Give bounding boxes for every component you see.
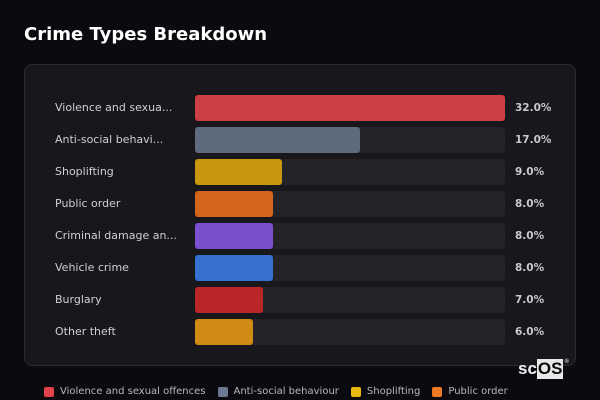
legend-swatch-icon xyxy=(350,386,361,397)
bar-value: 32.0% xyxy=(515,102,552,114)
registered-mark-icon: ® xyxy=(564,359,569,365)
bar-value: 8.0% xyxy=(515,262,545,274)
bar-value: 7.0% xyxy=(515,294,545,306)
bar-value: 8.0% xyxy=(515,230,545,242)
bar-row: Anti-social behavi... 17.0% xyxy=(25,127,575,153)
chart-card: Violence and sexua... 32.0% Anti-social be… xyxy=(24,64,576,366)
bar-label: Shoplifting xyxy=(55,165,114,178)
chart-legend: Violence and sexual offences Anti-social … xyxy=(44,386,520,397)
logo-highlight: OS xyxy=(536,359,564,379)
bar-fill[interactable] xyxy=(195,159,283,185)
bar-label: Vehicle crime xyxy=(55,261,129,274)
legend-label: Shoplifting xyxy=(366,386,421,397)
bar-value: 8.0% xyxy=(515,198,545,210)
legend-label: Anti-social behaviour xyxy=(233,386,339,397)
bar-fill[interactable] xyxy=(195,223,273,249)
bar-track xyxy=(195,255,505,281)
bar-row: Vehicle crime 8.0% xyxy=(25,255,575,281)
bar-track xyxy=(195,223,505,249)
bar-value: 6.0% xyxy=(515,326,545,338)
bar-label: Public order xyxy=(55,197,121,210)
scos-logo: sc OS ® xyxy=(518,359,569,379)
page-title: Crime Types Breakdown xyxy=(24,24,268,45)
bar-fill[interactable] xyxy=(195,191,273,217)
bar-label: Violence and sexua... xyxy=(55,101,173,114)
legend-item[interactable]: Anti-social behaviour xyxy=(217,386,339,397)
legend-swatch-icon xyxy=(432,386,443,397)
legend-item[interactable]: Shoplifting xyxy=(350,386,421,397)
bar-fill[interactable] xyxy=(195,287,263,313)
bar-track xyxy=(195,319,505,345)
legend-item[interactable]: Violence and sexual offences xyxy=(44,386,206,397)
bar-label: Anti-social behavi... xyxy=(55,133,164,146)
bar-value: 9.0% xyxy=(515,166,545,178)
logo-prefix: sc xyxy=(518,359,537,378)
legend-swatch-icon xyxy=(44,386,54,397)
bar-row: Criminal damage an... 8.0% xyxy=(25,223,575,249)
bar-track xyxy=(195,95,505,121)
bar-label: Criminal damage an... xyxy=(55,229,177,242)
bar-row: Shoplifting 9.0% xyxy=(25,159,575,185)
legend-label: Violence and sexual offences xyxy=(60,386,206,397)
bar-fill[interactable] xyxy=(195,95,505,121)
bar-fill[interactable] xyxy=(195,255,273,281)
legend-label: Public order xyxy=(448,386,508,397)
bar-track xyxy=(195,287,505,313)
bar-value: 17.0% xyxy=(515,134,552,146)
bar-track xyxy=(195,191,505,217)
bar-fill[interactable] xyxy=(195,127,360,153)
bar-label: Burglary xyxy=(55,293,102,306)
bar-row: Public order 8.0% xyxy=(25,191,575,217)
bar-label: Other theft xyxy=(55,325,116,338)
bar-row: Violence and sexua... 32.0% xyxy=(25,95,575,121)
bar-row: Burglary 7.0% xyxy=(25,287,575,313)
legend-swatch-icon xyxy=(217,386,228,397)
legend-item[interactable]: Public order xyxy=(432,386,508,397)
bar-track xyxy=(195,127,505,153)
bar-row: Other theft 6.0% xyxy=(25,319,575,345)
bar-fill[interactable] xyxy=(195,319,254,345)
bar-track xyxy=(195,159,505,185)
